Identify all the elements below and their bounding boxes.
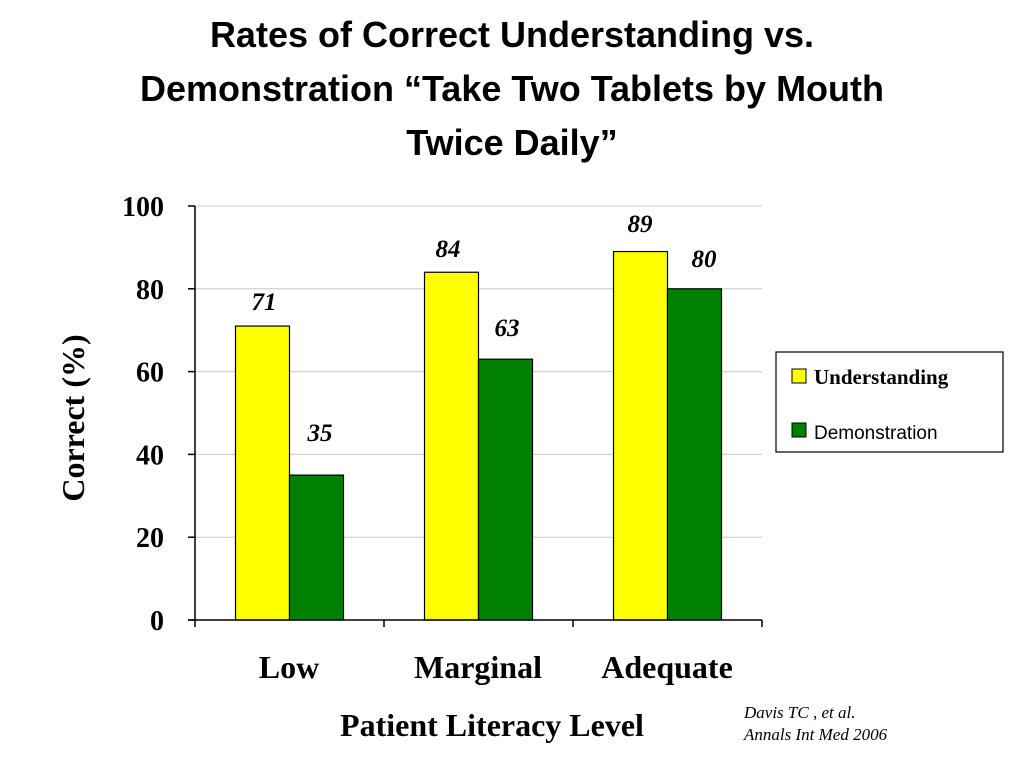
legend-label-demonstration: Demonstration <box>814 423 938 444</box>
legend-swatch-understanding <box>791 368 807 384</box>
y-tick-label: 60 <box>136 358 164 389</box>
legend-box <box>775 351 1004 453</box>
data-label: 71 <box>252 289 277 316</box>
citation: Davis TC , et al. Annals Int Med 2006 <box>744 702 887 746</box>
bar-understanding-low <box>234 325 291 621</box>
data-label: 80 <box>692 246 718 273</box>
bar-demonstration-low <box>288 474 345 621</box>
bar-demonstration-adequate <box>666 288 723 621</box>
data-label: 35 <box>307 420 333 447</box>
title-line-3: Twice Daily” <box>406 122 618 163</box>
slide-title: Rates of Correct Understanding vs. Demon… <box>40 8 984 170</box>
y-tick-label: 20 <box>136 523 164 554</box>
x-axis-title: Patient Literacy Level <box>340 707 644 743</box>
y-tick-label: 80 <box>136 275 164 306</box>
data-label: 84 <box>436 236 461 263</box>
citation-line-2: Annals Int Med 2006 <box>744 725 888 744</box>
x-tick-label: Marginal <box>414 649 542 685</box>
y-tick-label: 100 <box>122 192 164 223</box>
bar-understanding-adequate <box>612 250 669 621</box>
data-label: 89 <box>628 211 654 238</box>
bar-demonstration-marginal <box>477 358 534 621</box>
legend-swatch-demonstration <box>791 422 807 438</box>
x-tick-label: Low <box>259 649 319 685</box>
y-axis-title: Correct (%) <box>55 334 91 501</box>
title-line-2: Demonstration “Take Two Tablets by Mouth <box>139 68 885 109</box>
title-line-1: Rates of Correct Understanding vs. <box>209 14 815 55</box>
citation-line-1: Davis TC , et al. <box>744 703 856 722</box>
bar-understanding-marginal <box>423 271 480 621</box>
x-tick-label: Adequate <box>601 649 733 685</box>
y-tick-label: 40 <box>136 440 164 471</box>
y-tick-label: 0 <box>150 606 164 637</box>
data-label: 63 <box>495 315 520 342</box>
legend-label-understanding: Understanding <box>814 365 949 389</box>
